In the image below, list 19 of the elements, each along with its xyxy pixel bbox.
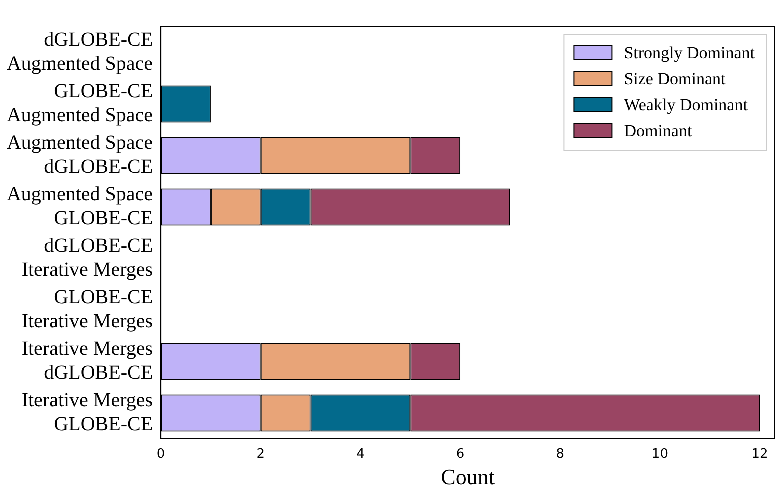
x-axis-title: Count: [441, 464, 495, 490]
x-tick-label: 2: [256, 447, 266, 462]
x-tick-label: 0: [156, 447, 166, 462]
x-tick-label: 6: [456, 447, 465, 462]
x-tick-label: 8: [556, 447, 565, 462]
x-tick-label: 4: [356, 447, 365, 462]
x-tick-label: 10: [652, 447, 668, 462]
y-tick-label: Iterative Merges GLOBE-CE: [22, 390, 154, 436]
legend-label: Weakly Dominant: [624, 95, 748, 114]
legend-label: Size Dominant: [624, 69, 726, 88]
y-tick-label: dGLOBE-CE Iterative Merges: [22, 235, 154, 281]
legend-label: Strongly Dominant: [624, 43, 756, 62]
legend-label: Dominant: [624, 121, 692, 140]
y-tick-label: GLOBE-CE Augmented Space: [6, 80, 154, 126]
y-tick-label: Iterative Merges dGLOBE-CE: [22, 338, 154, 384]
y-tick-label: dGLOBE-CE Augmented Space: [6, 29, 154, 75]
x-tick-label: 12: [752, 447, 768, 462]
y-tick-label: Augmented Space dGLOBE-CE: [6, 132, 154, 178]
y-tick-label: GLOBE-CE Iterative Merges: [22, 286, 154, 332]
